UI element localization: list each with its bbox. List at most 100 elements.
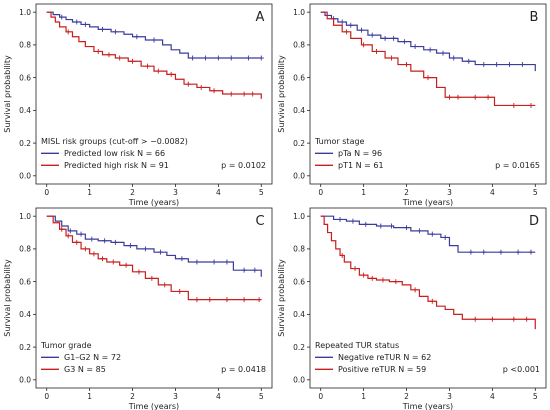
censor-mark: [378, 223, 384, 229]
censor-mark: [65, 29, 71, 35]
x-tick-label: 1: [87, 392, 92, 401]
censor-mark: [358, 27, 364, 33]
p-value-label: p = 0.0165: [495, 161, 540, 170]
censor-mark: [162, 282, 168, 288]
km-curve-blue: [320, 215, 536, 253]
censor-mark: [511, 102, 517, 108]
censor-mark: [528, 102, 534, 108]
censor-mark: [142, 246, 148, 252]
censor-mark: [524, 316, 530, 322]
censor-mark: [194, 297, 200, 303]
legend-entry: Positive reTUR N = 59: [338, 365, 426, 374]
censor-mark: [494, 62, 500, 68]
censor-mark: [65, 233, 71, 239]
censor-mark: [519, 62, 525, 68]
legend-entry: pTa N = 96: [338, 149, 382, 158]
p-value-label: p <0.001: [503, 365, 540, 374]
y-tick-label: 0.8: [19, 245, 31, 254]
censor-mark: [339, 252, 345, 258]
censor-mark: [348, 22, 354, 28]
censor-mark: [74, 239, 80, 245]
censor-mark: [100, 256, 106, 262]
censor-mark: [106, 52, 112, 58]
censor-mark: [472, 94, 478, 100]
censor-mark: [361, 42, 367, 48]
y-tick-label: 0.6: [293, 73, 305, 82]
x-tick-label: 0: [44, 188, 49, 197]
censor-mark: [177, 288, 183, 294]
plot-frame: [35, 3, 273, 185]
censor-mark: [528, 249, 534, 255]
legend-entry: G1–G2 N = 72: [64, 353, 121, 362]
panel-letter: C: [255, 214, 264, 229]
censor-mark: [168, 71, 174, 77]
y-tick-label: 0.2: [293, 139, 305, 148]
plot-frame: [35, 207, 273, 389]
censor-mark: [211, 88, 217, 94]
x-tick-label: 0: [44, 392, 49, 401]
km-curve-red: [320, 11, 536, 107]
censor-mark: [228, 91, 234, 97]
x-tick-label: 0: [318, 392, 323, 401]
censor-mark: [352, 266, 358, 272]
censor-mark: [515, 249, 521, 255]
censor-mark: [401, 39, 407, 45]
x-tick-label: 0: [318, 188, 323, 197]
y-axis-label: Survival probability: [3, 259, 12, 337]
km-curve-red: [46, 11, 262, 99]
censor-mark: [215, 55, 221, 61]
y-tick-label: 0.8: [293, 245, 305, 254]
censor-mark: [102, 238, 108, 244]
panel-letter: B: [530, 10, 539, 25]
y-axis-label: Survival probability: [277, 55, 286, 133]
legend-entry: Predicted low risk N = 66: [64, 149, 165, 158]
y-tick-label: 0.4: [19, 106, 31, 115]
censor-mark: [442, 234, 448, 240]
x-axis-label: Time (years): [402, 198, 453, 207]
x-tick-label: 4: [490, 188, 495, 197]
censor-mark: [412, 287, 418, 293]
censor-mark: [389, 223, 395, 229]
censor-mark: [59, 226, 65, 232]
censor-mark: [427, 47, 433, 53]
censor-mark: [472, 316, 478, 322]
legend-entry: pT1 N = 61: [338, 161, 384, 170]
y-tick-label: 0.0: [19, 376, 31, 385]
censor-mark: [468, 249, 474, 255]
censor-mark: [82, 21, 88, 27]
legend-title: MISL risk groups (cut-off > −0.0082): [41, 137, 188, 146]
censor-mark: [155, 68, 161, 74]
x-tick-label: 1: [87, 188, 92, 197]
legend-title: Tumor stage: [314, 137, 365, 146]
censor-mark: [207, 297, 213, 303]
x-tick-label: 1: [361, 188, 366, 197]
censor-mark: [391, 35, 397, 41]
censor-mark: [498, 249, 504, 255]
censor-mark: [245, 55, 251, 61]
x-tick-label: 3: [173, 392, 178, 401]
censor-mark: [198, 84, 204, 90]
censor-mark: [151, 37, 157, 43]
censor-mark: [202, 55, 208, 61]
x-tick-label: 1: [361, 392, 366, 401]
x-tick-label: 5: [259, 392, 264, 401]
censor-mark: [194, 259, 200, 265]
x-tick-label: 3: [447, 188, 452, 197]
x-tick-label: 2: [130, 392, 135, 401]
censor-mark: [130, 58, 136, 64]
censor-mark: [337, 216, 343, 222]
censor-mark: [425, 75, 431, 81]
x-tick-label: 5: [533, 392, 538, 401]
panel-letter: A: [256, 10, 265, 25]
censor-mark: [369, 32, 375, 38]
y-tick-label: 0.6: [19, 73, 31, 82]
censor-mark: [250, 91, 256, 97]
censor-mark: [481, 62, 487, 68]
y-tick-label: 0.0: [19, 172, 31, 181]
censor-mark: [451, 55, 457, 61]
censor-mark: [136, 269, 142, 275]
censor-mark: [67, 228, 73, 234]
censor-mark: [446, 94, 452, 100]
y-tick-label: 1.0: [293, 8, 305, 17]
